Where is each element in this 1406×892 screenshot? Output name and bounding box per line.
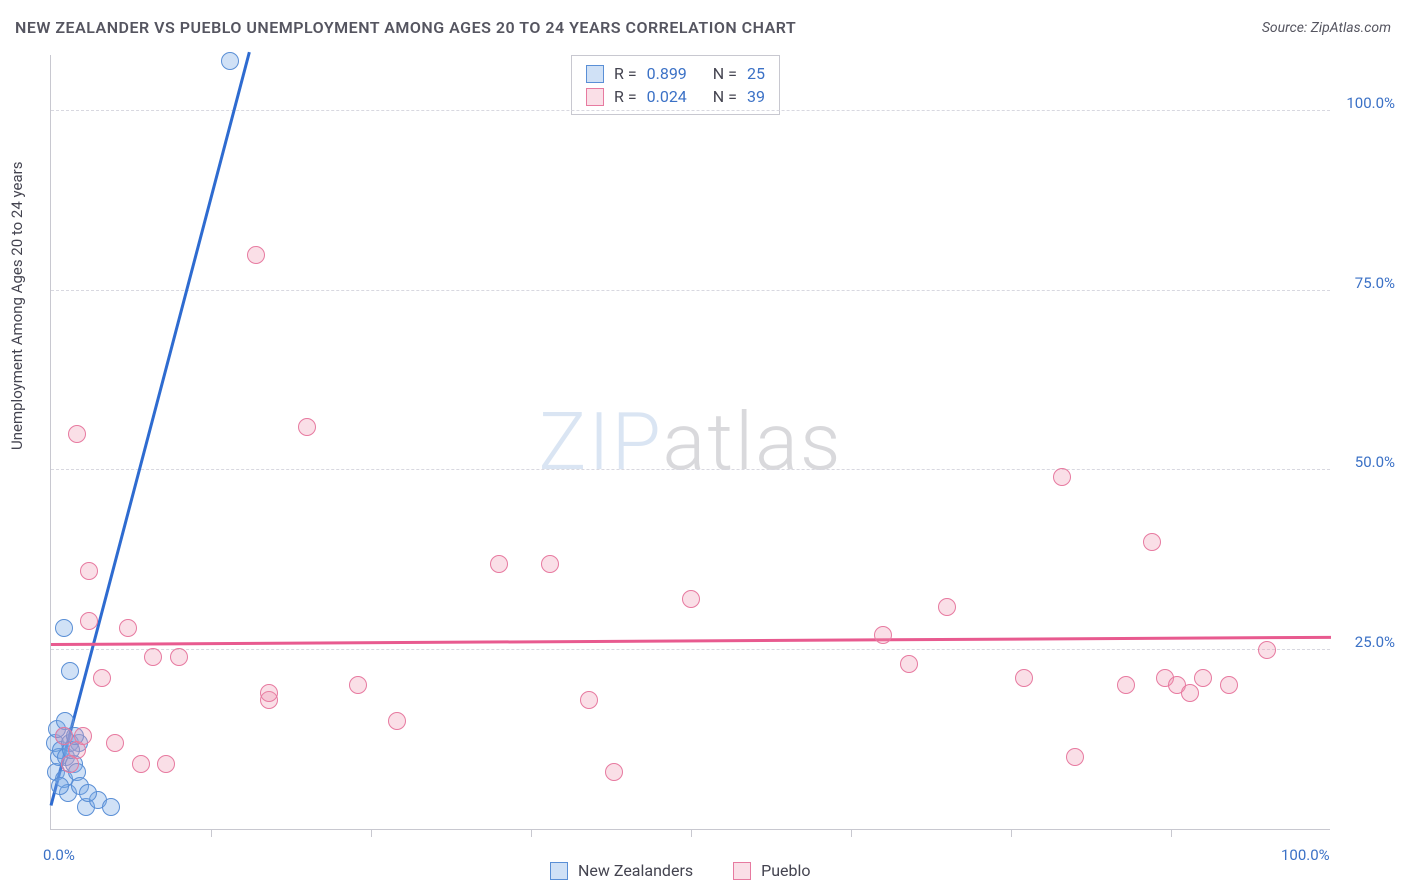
x-tick-label: 100.0%	[1281, 846, 1330, 864]
gridline-h	[51, 290, 1330, 291]
y-tick-label: 25.0%	[1355, 633, 1395, 651]
trend-line	[51, 636, 1331, 646]
x-minor-tick	[1171, 829, 1172, 837]
stats-legend-box: R = 0.899 N = 25 R = 0.024 N = 39	[571, 55, 780, 115]
chart-title: NEW ZEALANDER VS PUEBLO UNEMPLOYMENT AMO…	[15, 18, 796, 37]
data-point	[682, 590, 700, 608]
data-point	[1066, 748, 1084, 766]
data-point	[1015, 669, 1033, 687]
stats-n-value-pueblo: 39	[747, 87, 765, 106]
x-minor-tick	[211, 829, 212, 837]
stats-r-value-pueblo: 0.024	[647, 87, 687, 106]
stats-n-value-nz: 25	[747, 64, 765, 83]
legend-swatch-nz	[586, 65, 604, 83]
data-point	[247, 246, 265, 264]
data-point	[61, 662, 79, 680]
data-point	[388, 712, 406, 730]
data-point	[541, 555, 559, 573]
data-point	[68, 425, 86, 443]
data-point	[74, 727, 92, 745]
stats-row-pueblo: R = 0.024 N = 39	[586, 85, 765, 108]
stats-row-nz: R = 0.899 N = 25	[586, 62, 765, 85]
data-point	[106, 734, 124, 752]
legend-swatch-nz	[550, 862, 568, 880]
gridline-h	[51, 110, 1330, 111]
y-tick-label: 75.0%	[1355, 274, 1395, 292]
data-point	[170, 648, 188, 666]
data-point	[1143, 533, 1161, 551]
data-point	[80, 612, 98, 630]
data-point	[298, 418, 316, 436]
data-point	[80, 562, 98, 580]
scatter-plot: ZIPatlas R = 0.899 N = 25 R = 0.024 N = …	[50, 55, 1330, 830]
chart-header: NEW ZEALANDER VS PUEBLO UNEMPLOYMENT AMO…	[15, 18, 1391, 37]
y-axis-label: Unemployment Among Ages 20 to 24 years	[8, 162, 26, 450]
stats-n-label: N =	[713, 87, 737, 106]
legend-item-nz: New Zealanders	[550, 861, 693, 880]
legend-swatch-pueblo	[733, 862, 751, 880]
stats-r-label: R =	[614, 64, 637, 83]
data-point	[1194, 669, 1212, 687]
data-point	[349, 676, 367, 694]
stats-r-label: R =	[614, 87, 637, 106]
data-point	[1117, 676, 1135, 694]
stats-r-value-nz: 0.899	[647, 64, 687, 83]
data-point	[79, 784, 97, 802]
data-point	[490, 555, 508, 573]
data-point	[874, 626, 892, 644]
legend-label-pueblo: Pueblo	[761, 861, 810, 880]
data-point	[1258, 641, 1276, 659]
source-attribution: Source: ZipAtlas.com	[1262, 20, 1391, 36]
series-legend: New Zealanders Pueblo	[550, 861, 811, 880]
y-tick-label: 100.0%	[1346, 94, 1395, 112]
source-label: Source:	[1262, 20, 1307, 36]
x-minor-tick	[531, 829, 532, 837]
data-point	[605, 763, 623, 781]
data-point	[157, 755, 175, 773]
watermark-part2: atlas	[663, 395, 843, 489]
x-minor-tick	[1011, 829, 1012, 837]
source-value: ZipAtlas.com	[1311, 20, 1391, 36]
data-point	[55, 727, 73, 745]
data-point	[1181, 684, 1199, 702]
x-minor-tick	[851, 829, 852, 837]
data-point	[144, 648, 162, 666]
data-point	[1053, 468, 1071, 486]
data-point	[51, 777, 69, 795]
legend-item-pueblo: Pueblo	[733, 861, 810, 880]
data-point	[102, 798, 120, 816]
data-point	[93, 669, 111, 687]
y-tick-label: 50.0%	[1355, 453, 1395, 471]
data-point	[132, 755, 150, 773]
watermark-part1: ZIP	[538, 395, 662, 489]
data-point	[900, 655, 918, 673]
data-point	[938, 598, 956, 616]
gridline-h	[51, 649, 1330, 650]
x-tick-label: 0.0%	[43, 846, 75, 864]
stats-n-label: N =	[713, 64, 737, 83]
x-minor-tick	[371, 829, 372, 837]
watermark: ZIPatlas	[538, 395, 842, 489]
data-point	[260, 684, 278, 702]
data-point	[221, 52, 239, 70]
data-point	[55, 619, 73, 637]
data-point	[580, 691, 598, 709]
data-point	[119, 619, 137, 637]
data-point	[1220, 676, 1238, 694]
legend-label-nz: New Zealanders	[578, 861, 693, 880]
x-minor-tick	[691, 829, 692, 837]
legend-swatch-pueblo	[586, 88, 604, 106]
data-point	[61, 755, 79, 773]
gridline-h	[51, 469, 1330, 470]
